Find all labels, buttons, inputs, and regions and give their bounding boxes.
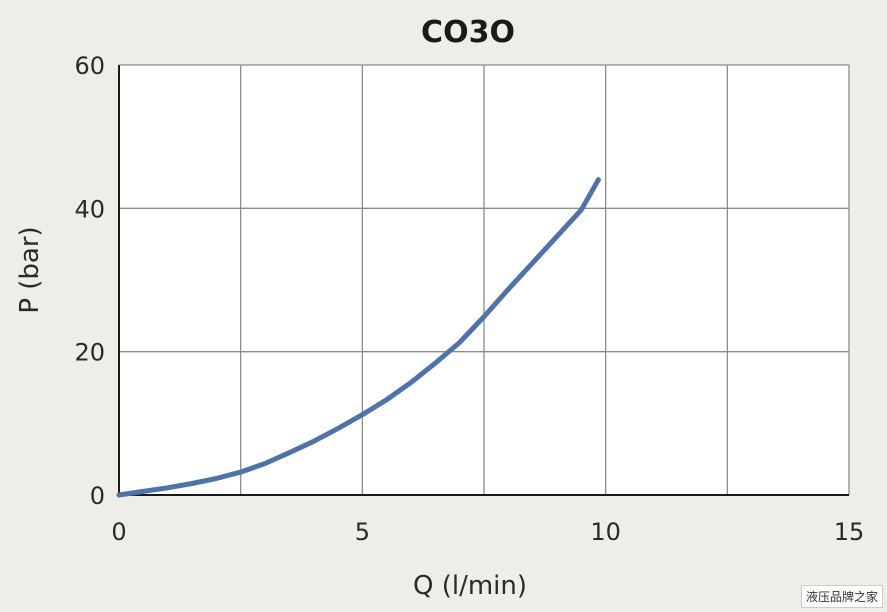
y-tick-label: 60	[74, 52, 105, 80]
x-tick-label: 0	[111, 518, 126, 546]
axes	[118, 65, 849, 496]
x-tick-label: 10	[590, 518, 621, 546]
chart-title: CO3O	[421, 15, 515, 50]
x-axis-label: Q (l/min)	[413, 571, 527, 601]
series-line	[116, 177, 601, 498]
y-tick-label: 20	[74, 339, 105, 367]
grid	[119, 64, 850, 495]
x-tick-label: 15	[834, 518, 865, 546]
watermark: 液压品牌之家	[800, 585, 883, 608]
tick-labels: 0 5 10 15 0 20 40 60	[74, 52, 864, 546]
series-group	[116, 177, 601, 498]
y-tick-label: 40	[74, 195, 105, 223]
x-tick-label: 5	[355, 518, 370, 546]
y-axis-label: P (bar)	[15, 226, 45, 313]
y-tick-label: 0	[90, 482, 105, 510]
